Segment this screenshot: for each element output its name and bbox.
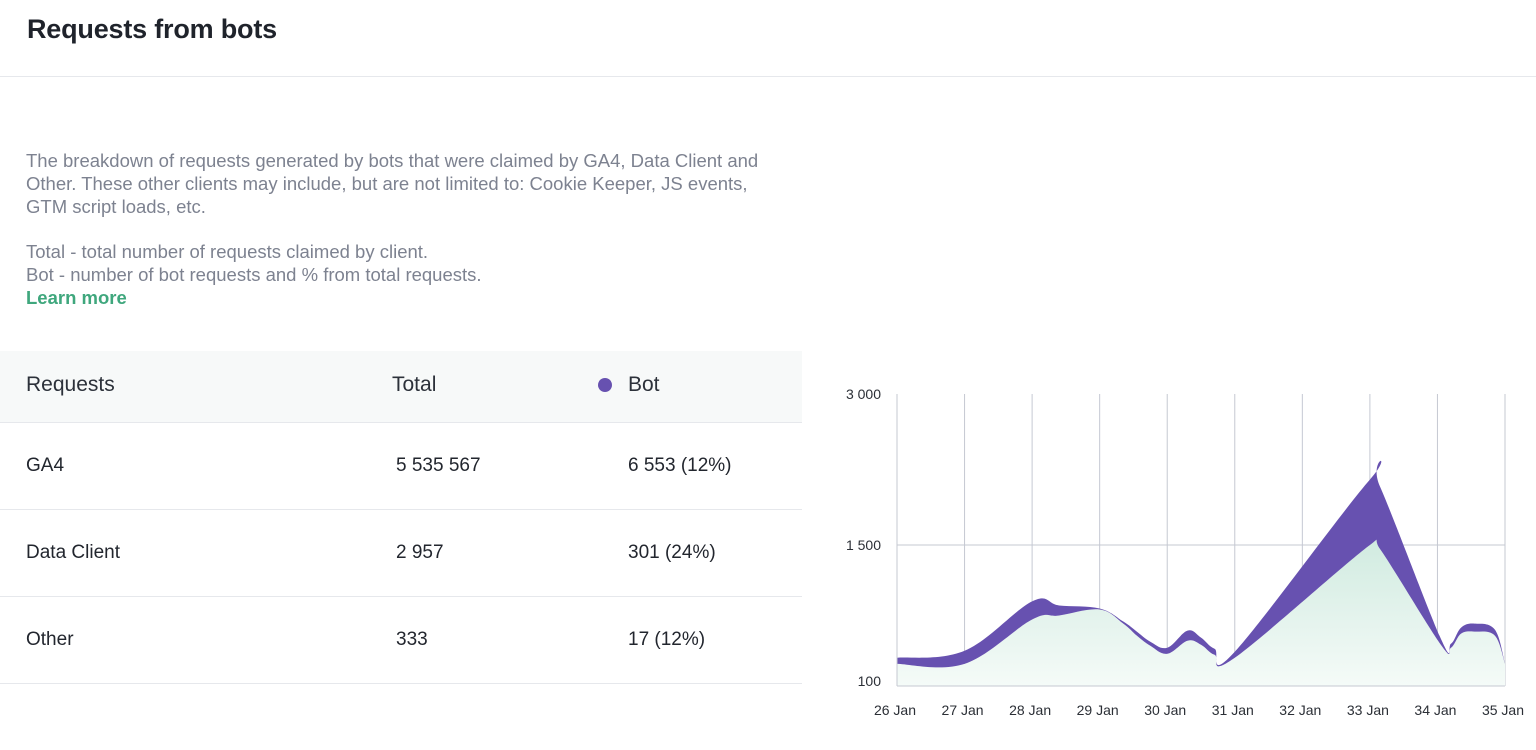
header-bot[interactable]: Bot: [598, 373, 660, 397]
description-paragraph: The breakdown of requests generated by b…: [26, 150, 759, 217]
learn-more-link[interactable]: Learn more: [26, 287, 127, 308]
description-bot-line: Bot - number of bot requests and % from …: [26, 264, 482, 285]
x-tick-label: 30 Jan: [1144, 702, 1186, 718]
x-tick-label: 26 Jan: [874, 702, 916, 718]
x-tick-label: 35 Jan: [1482, 702, 1524, 718]
bot-legend-dot: [598, 378, 612, 392]
page-header: Requests from bots: [0, 0, 1536, 77]
row-name: Data Client: [26, 542, 120, 563]
description: The breakdown of requests generated by b…: [26, 149, 786, 309]
header-bot-label: Bot: [628, 373, 660, 396]
row-total: 5 535 567: [396, 455, 481, 476]
total-series-area: [897, 532, 1505, 686]
table-header: Requests Total Bot: [0, 351, 802, 423]
x-tick-label: 27 Jan: [942, 702, 984, 718]
header-total[interactable]: Total: [392, 373, 437, 396]
header-requests[interactable]: Requests: [26, 373, 115, 396]
row-bot: 17 (12%): [628, 629, 706, 650]
x-tick-label: 34 Jan: [1414, 702, 1456, 718]
bot-series-area: [897, 460, 1505, 668]
y-tick-label: 3 000: [846, 386, 881, 402]
row-name: GA4: [26, 455, 65, 476]
page-title: Requests from bots: [27, 14, 277, 44]
row-total: 333: [396, 629, 428, 650]
row-bot: 301 (24%): [628, 542, 716, 563]
row-bot: 6 553 (12%): [628, 455, 732, 476]
row-name: Other: [26, 629, 74, 650]
bot-requests-chart: 100 1 500 3 000 26 Jan 27 Jan 28 Jan 29 Jan 30 …: [846, 386, 1524, 718]
table-row: Data Client 2 957 301 (24%): [0, 510, 802, 597]
x-tick-label: 29 Jan: [1077, 702, 1119, 718]
y-tick-label: 100: [858, 673, 882, 689]
x-tick-label: 31 Jan: [1212, 702, 1254, 718]
table-row: Other 333 17 (12%): [0, 597, 802, 684]
description-total-line: Total - total number of requests claimed…: [26, 241, 429, 262]
x-tick-label: 28 Jan: [1009, 702, 1051, 718]
row-total: 2 957: [396, 542, 444, 563]
y-tick-label: 1 500: [846, 537, 881, 553]
x-tick-label: 33 Jan: [1347, 702, 1389, 718]
table-row: GA4 5 535 567 6 553 (12%): [0, 423, 802, 510]
x-tick-label: 32 Jan: [1279, 702, 1321, 718]
requests-table: Requests Total Bot GA4 5 535 567 6 553 (…: [0, 351, 802, 684]
